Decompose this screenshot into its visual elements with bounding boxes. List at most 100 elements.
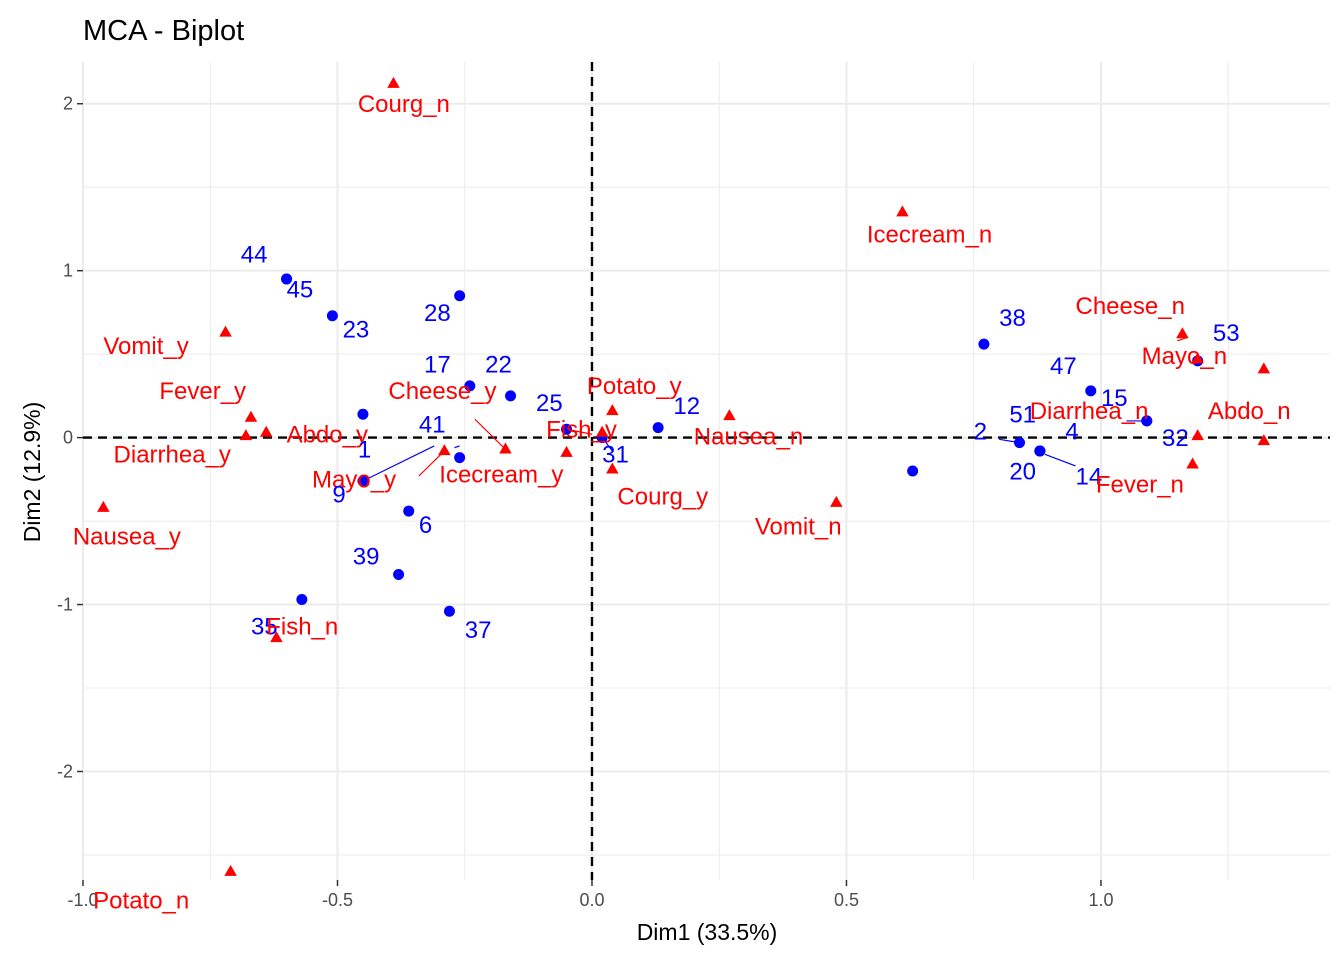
point-label: Abdo_n xyxy=(1208,398,1291,425)
major-gridlines xyxy=(82,62,1330,880)
point-marker-9 xyxy=(357,475,369,487)
point-label: 53 xyxy=(1213,320,1240,347)
point-marker-39 xyxy=(393,569,405,581)
point-marker-14 xyxy=(1034,445,1046,457)
category-marker-Mayo_y xyxy=(438,444,451,456)
x-tick-label: -1.0 xyxy=(67,890,98,910)
category-marker-Abdo_n2 xyxy=(1257,434,1271,446)
point-marker-22 xyxy=(505,390,517,402)
category-marker-Icecream_y xyxy=(560,445,573,457)
category-marker-Potato_n xyxy=(224,864,237,876)
point-marker-32 xyxy=(1141,415,1153,427)
point-label: Vomit_n xyxy=(755,513,842,540)
point-label: 31 xyxy=(602,442,629,469)
minor-gridlines xyxy=(83,62,1330,880)
point-marker-23 xyxy=(326,310,338,322)
x-axis-title: Dim1 (33.5%) xyxy=(637,919,778,945)
point-label: 12 xyxy=(673,393,700,420)
point-label: 20 xyxy=(1009,458,1036,485)
point-marker-37 xyxy=(443,605,455,617)
point-label: 1 xyxy=(358,437,371,464)
point-label: 23 xyxy=(343,316,370,343)
category-marker-Diarrhea_y xyxy=(239,429,253,441)
point-label: 14 xyxy=(1076,463,1103,490)
point-label: Mayo_n xyxy=(1142,343,1227,370)
category-marker-Vomit_y xyxy=(219,325,232,337)
y-tick-label: 0 xyxy=(63,428,73,448)
point-label: 39 xyxy=(353,543,380,570)
point-label: 9 xyxy=(332,482,345,509)
point-marker-41 xyxy=(454,452,466,464)
point-label: 4 xyxy=(1065,418,1078,445)
point-marker-17 xyxy=(464,380,476,392)
point-label: 15 xyxy=(1101,385,1128,412)
point-label: 25 xyxy=(536,390,563,417)
category-marker-Icecream_n xyxy=(896,205,909,217)
label-connector xyxy=(454,445,460,449)
point-label: 37 xyxy=(465,617,492,644)
point-labels: Courg_n Icecream_n 44 45 23 28 38 Cheese_n 53 Vom… xyxy=(73,91,1291,914)
point-label: Cheese_y xyxy=(388,378,496,405)
point-label: 38 xyxy=(999,305,1026,332)
reference-lines xyxy=(83,62,1330,880)
point-label: Courg_n xyxy=(358,91,450,118)
point-marker-45 xyxy=(281,273,293,285)
category-marker-Nausea_y xyxy=(97,500,110,512)
point-label: 44 xyxy=(241,241,268,268)
point-marker-1 xyxy=(357,408,369,420)
point-label: 17 xyxy=(424,352,451,379)
point-label: 6 xyxy=(419,512,432,539)
point-marker-6 xyxy=(403,505,415,517)
x-tick-label: 0.5 xyxy=(834,890,859,910)
point-label: 35 xyxy=(251,614,278,641)
y-tick-label: -1 xyxy=(57,595,73,615)
point-label: 22 xyxy=(485,352,512,379)
x-tick-label: 1.0 xyxy=(1088,890,1113,910)
point-marker-12 xyxy=(652,422,664,434)
category-marker-Cheese_n xyxy=(1176,327,1189,339)
point-label: Icecream_y xyxy=(439,462,563,489)
point-label: Fish_n xyxy=(266,614,338,641)
label-connector xyxy=(1044,453,1076,467)
category-marker-Courg_y xyxy=(606,462,619,474)
y-axis-title: Dim2 (12.9%) xyxy=(19,402,45,543)
point-marker-20 xyxy=(907,465,919,477)
category-marker-Vomit_n xyxy=(830,495,843,507)
point-marker-47 xyxy=(1085,385,1097,397)
point-marker-2 xyxy=(1014,437,1026,449)
point-marker-25 xyxy=(561,423,573,435)
category-marker-Cheese_y xyxy=(499,442,512,454)
point-marker-28 xyxy=(454,290,466,302)
point-marker-38 xyxy=(978,338,990,350)
point-label: 2 xyxy=(974,418,987,445)
x-axis-ticks: -1.0 -0.5 0.0 0.5 1.0 xyxy=(67,880,1113,910)
data-points xyxy=(97,76,1271,876)
y-tick-label: 2 xyxy=(63,94,73,114)
y-tick-label: 1 xyxy=(63,261,73,281)
point-label: Diarrhea_y xyxy=(114,442,231,469)
point-label: Icecream_n xyxy=(867,221,992,248)
category-marker-Potato_y xyxy=(606,404,619,416)
point-label: Cheese_n xyxy=(1076,293,1185,320)
point-label: Courg_y xyxy=(617,483,708,510)
point-label: 32 xyxy=(1162,425,1189,452)
point-label: 51 xyxy=(1009,402,1036,429)
category-marker-Nausea_n xyxy=(723,409,736,421)
point-label: Nausea_y xyxy=(73,523,181,550)
point-label: Fish_y xyxy=(546,417,617,444)
point-marker-35 xyxy=(296,594,308,606)
y-axis-ticks: -2 -1 0 1 2 xyxy=(57,94,83,781)
point-label: 45 xyxy=(287,276,314,303)
x-tick-label: 0.0 xyxy=(579,890,604,910)
category-marker-Abdo_n xyxy=(1257,362,1271,374)
point-label: Potato_n xyxy=(93,887,189,914)
label-connector xyxy=(362,445,435,482)
category-marker-Abdo_y xyxy=(259,425,273,437)
category-marker-Fever_n xyxy=(1186,457,1199,469)
category-marker-Courg_n xyxy=(387,76,400,88)
category-marker-Fish_n xyxy=(270,631,283,643)
point-label: Diarrhea_n xyxy=(1030,398,1149,425)
point-label: Fever_n xyxy=(1096,472,1184,499)
point-label: 41 xyxy=(419,412,446,439)
